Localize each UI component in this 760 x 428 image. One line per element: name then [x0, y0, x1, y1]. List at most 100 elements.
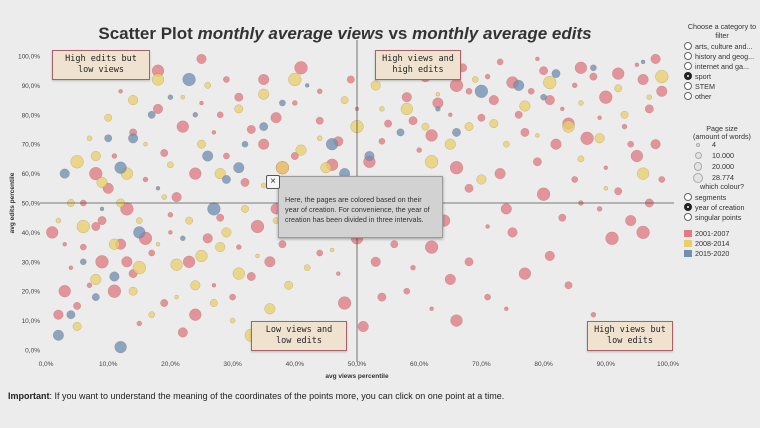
data-point-2008-2014[interactable]	[215, 242, 226, 253]
data-point-2008-2014[interactable]	[646, 94, 653, 100]
data-point-2001-2007[interactable]	[484, 293, 491, 301]
data-point-2008-2014[interactable]	[70, 155, 84, 169]
data-point-2001-2007[interactable]	[589, 72, 598, 81]
data-point-2008-2014[interactable]	[519, 100, 531, 112]
data-point-2001-2007[interactable]	[73, 301, 82, 310]
data-point-2001-2007[interactable]	[429, 306, 434, 312]
category-filter[interactable]: arts, culture and... history and geog... i…	[684, 41, 754, 101]
data-point-2001-2007[interactable]	[216, 111, 224, 119]
data-point-2015-2020[interactable]	[133, 226, 146, 239]
data-point-2008-2014[interactable]	[603, 186, 609, 191]
colour-option[interactable]: segments	[684, 192, 745, 202]
data-point-2015-2020[interactable]	[167, 94, 174, 100]
data-point-2001-2007[interactable]	[79, 243, 87, 251]
filter-option[interactable]: arts, culture and...	[684, 41, 754, 51]
radio-icon[interactable]	[684, 62, 692, 70]
data-point-2001-2007[interactable]	[336, 271, 341, 276]
data-point-2001-2007[interactable]	[62, 241, 67, 247]
data-point-2001-2007[interactable]	[370, 256, 381, 267]
filter-option[interactable]: other	[684, 91, 754, 101]
data-point-2008-2014[interactable]	[151, 73, 165, 86]
data-point-2001-2007[interactable]	[558, 213, 567, 222]
data-point-2008-2014[interactable]	[421, 122, 430, 131]
data-point-2001-2007[interactable]	[211, 130, 217, 135]
data-point-2015-2020[interactable]	[104, 134, 113, 143]
data-point-2008-2014[interactable]	[476, 174, 487, 185]
data-point-2001-2007[interactable]	[636, 225, 650, 240]
data-point-2001-2007[interactable]	[539, 66, 549, 76]
data-point-2001-2007[interactable]	[234, 92, 244, 102]
data-point-2008-2014[interactable]	[190, 280, 201, 291]
data-point-2001-2007[interactable]	[223, 152, 230, 160]
data-point-2001-2007[interactable]	[464, 257, 474, 267]
data-point-2001-2007[interactable]	[532, 157, 542, 167]
data-point-2001-2007[interactable]	[294, 61, 308, 75]
data-point-2008-2014[interactable]	[424, 155, 439, 169]
data-point-2015-2020[interactable]	[435, 106, 441, 112]
data-point-2008-2014[interactable]	[295, 144, 307, 156]
data-point-2015-2020[interactable]	[325, 138, 339, 151]
data-point-2001-2007[interactable]	[410, 264, 416, 271]
data-point-2015-2020[interactable]	[91, 293, 100, 302]
data-point-2008-2014[interactable]	[167, 161, 174, 169]
data-point-2001-2007[interactable]	[160, 299, 169, 307]
data-point-2015-2020[interactable]	[114, 161, 127, 174]
data-point-2001-2007[interactable]	[580, 131, 594, 145]
data-point-2001-2007[interactable]	[449, 161, 464, 175]
data-point-2015-2020[interactable]	[396, 128, 405, 137]
data-point-2008-2014[interactable]	[128, 286, 138, 296]
data-point-2001-2007[interactable]	[637, 73, 649, 86]
data-point-2008-2014[interactable]	[284, 280, 294, 290]
data-point-2001-2007[interactable]	[258, 73, 270, 86]
data-point-2008-2014[interactable]	[148, 311, 156, 319]
data-point-2015-2020[interactable]	[259, 122, 269, 132]
radio-icon[interactable]	[684, 92, 692, 100]
data-point-2015-2020[interactable]	[192, 112, 199, 118]
data-point-2015-2020[interactable]	[109, 271, 120, 282]
data-point-2008-2014[interactable]	[180, 94, 186, 100]
data-point-2001-2007[interactable]	[496, 58, 504, 66]
data-point-2008-2014[interactable]	[502, 140, 510, 148]
data-point-2001-2007[interactable]	[58, 285, 71, 298]
data-point-2001-2007[interactable]	[152, 103, 164, 114]
data-point-2008-2014[interactable]	[370, 80, 381, 91]
data-point-2008-2014[interactable]	[275, 161, 290, 175]
data-point-2008-2014[interactable]	[174, 294, 179, 300]
data-point-2001-2007[interactable]	[258, 138, 270, 150]
data-point-2001-2007[interactable]	[650, 139, 661, 150]
data-point-2001-2007[interactable]	[465, 87, 473, 95]
data-point-2008-2014[interactable]	[128, 95, 139, 106]
data-point-2008-2014[interactable]	[234, 104, 244, 114]
data-point-2001-2007[interactable]	[564, 281, 573, 290]
data-point-2015-2020[interactable]	[513, 79, 525, 91]
radio-icon[interactable]	[684, 72, 692, 80]
data-point-2008-2014[interactable]	[76, 219, 90, 234]
data-point-2001-2007[interactable]	[425, 129, 438, 142]
data-point-2008-2014[interactable]	[379, 106, 385, 112]
data-point-2001-2007[interactable]	[550, 138, 562, 150]
data-point-2001-2007[interactable]	[316, 249, 324, 257]
data-point-2001-2007[interactable]	[171, 192, 182, 203]
data-point-2001-2007[interactable]	[518, 267, 532, 280]
data-point-2001-2007[interactable]	[571, 176, 579, 183]
data-point-2008-2014[interactable]	[614, 84, 623, 93]
data-point-2015-2020[interactable]	[66, 310, 76, 320]
data-point-2001-2007[interactable]	[571, 82, 578, 89]
data-point-2008-2014[interactable]	[132, 261, 146, 275]
data-point-2001-2007[interactable]	[121, 256, 133, 268]
data-point-2001-2007[interactable]	[485, 224, 490, 229]
data-point-2008-2014[interactable]	[577, 155, 585, 163]
data-point-2015-2020[interactable]	[147, 110, 156, 119]
data-point-2008-2014[interactable]	[161, 194, 167, 200]
data-point-2001-2007[interactable]	[46, 226, 59, 239]
data-point-2008-2014[interactable]	[258, 88, 270, 100]
data-point-2008-2014[interactable]	[543, 75, 557, 90]
data-point-2001-2007[interactable]	[202, 233, 213, 244]
radio-icon[interactable]	[684, 42, 692, 50]
data-point-2008-2014[interactable]	[55, 217, 62, 224]
data-point-2008-2014[interactable]	[329, 247, 335, 253]
data-point-2008-2014[interactable]	[578, 100, 584, 106]
data-point-2001-2007[interactable]	[650, 53, 661, 64]
data-point-2008-2014[interactable]	[86, 135, 93, 142]
data-point-2008-2014[interactable]	[288, 72, 302, 87]
